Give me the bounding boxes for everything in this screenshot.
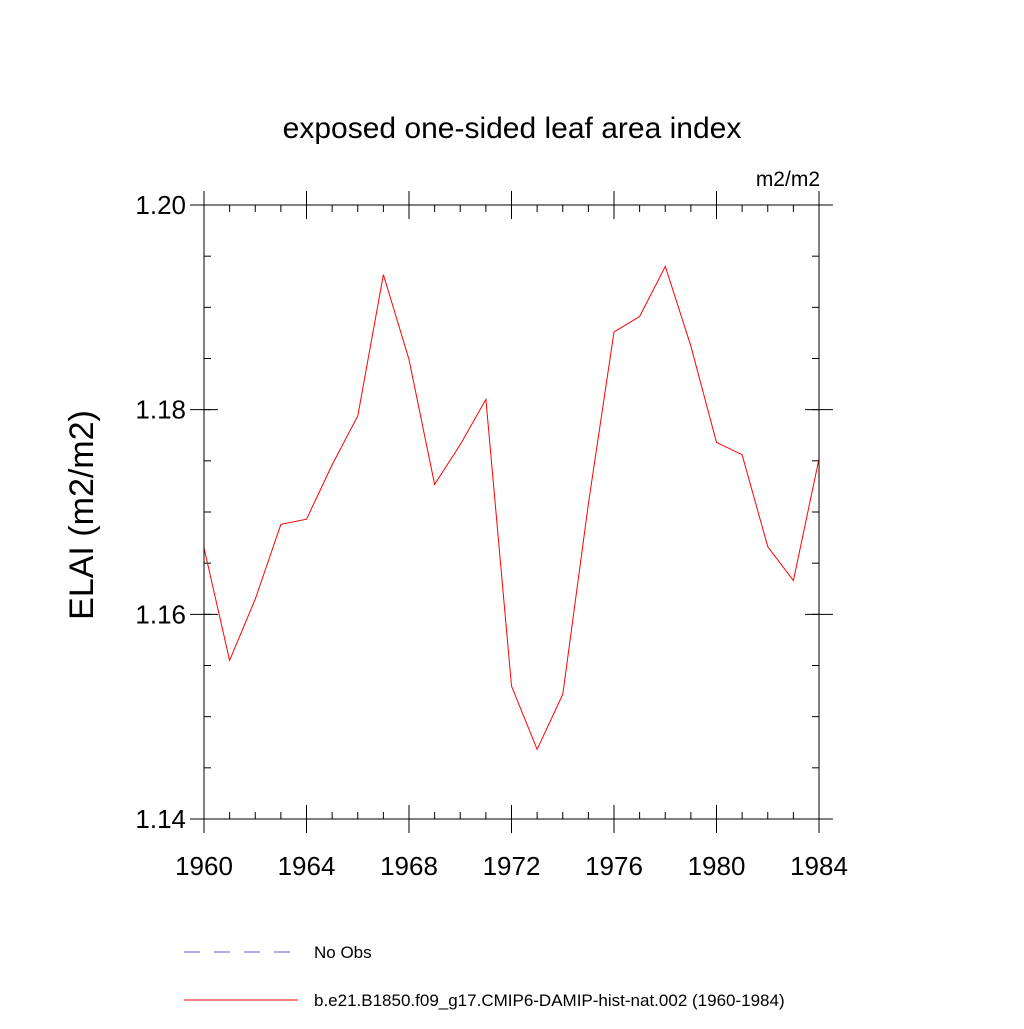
x-tick-label: 1980 bbox=[688, 851, 746, 881]
y-tick-label: 1.16 bbox=[135, 599, 186, 629]
plot-frame bbox=[203, 204, 820, 820]
x-tick-label: 1964 bbox=[278, 851, 336, 881]
chart-title: exposed one-sided leaf area index bbox=[283, 112, 742, 145]
x-tick-label: 1984 bbox=[790, 851, 848, 881]
legend: No Obs b.e21.B1850.f09_g17.CMIP6-DAMIP-hi… bbox=[184, 943, 785, 1010]
series-line bbox=[203, 265, 820, 751]
x-tick-label: 1976 bbox=[585, 851, 643, 881]
data-series bbox=[203, 265, 820, 751]
x-tick-label: 1968 bbox=[380, 851, 438, 881]
y-tick-label: 1.18 bbox=[135, 395, 186, 425]
tick-labels: 1.14 1.16 1.18 1.20 1960 1964 1968 1972 1976 1980… bbox=[135, 190, 848, 881]
y-axis-label: ELAI (m2/m2) bbox=[63, 410, 101, 620]
y-tick-label: 1.20 bbox=[135, 190, 186, 220]
axis-ticks bbox=[190, 191, 833, 833]
legend-label: No Obs bbox=[314, 943, 372, 962]
x-tick-label: 1972 bbox=[483, 851, 541, 881]
units-label: m2/m2 bbox=[756, 168, 820, 191]
y-tick-label: 1.14 bbox=[135, 804, 186, 834]
x-tick-label: 1960 bbox=[175, 851, 233, 881]
legend-label: b.e21.B1850.f09_g17.CMIP6-DAMIP-hist-nat… bbox=[314, 991, 785, 1010]
